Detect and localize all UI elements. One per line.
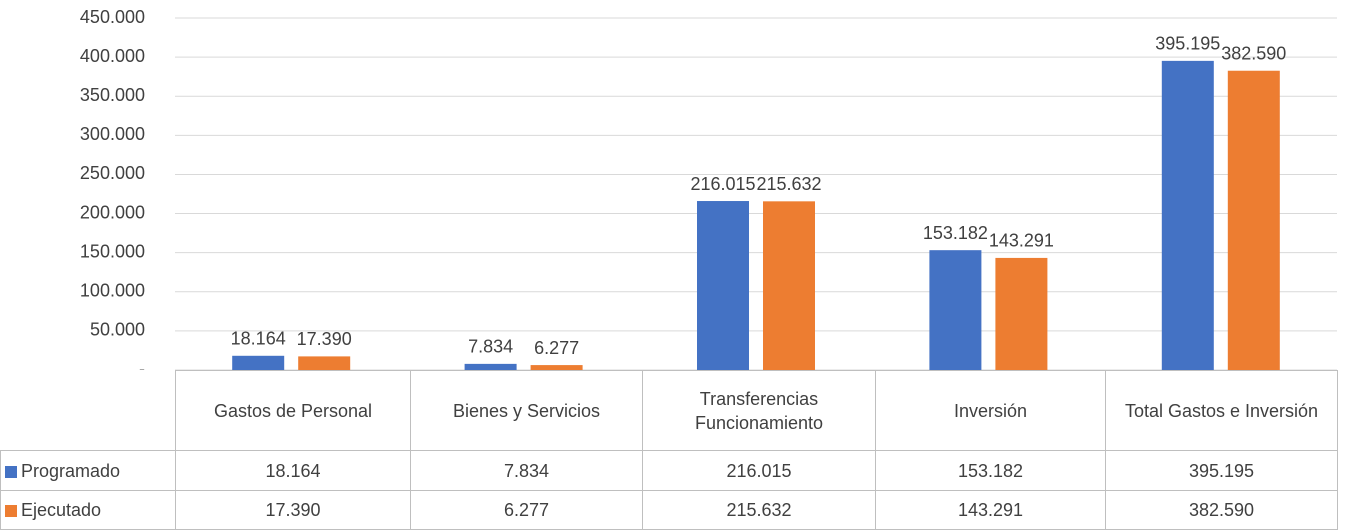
y-tick-label: 300.000 [80, 124, 145, 144]
bar [530, 365, 583, 370]
data-label: 395.195 [1155, 34, 1220, 54]
y-tick-label: 100.000 [80, 281, 145, 301]
table-header-row: Gastos de Personal Bienes y Servicios Tran… [0, 370, 1338, 451]
bar [929, 250, 982, 370]
table-cell: 153.182 [875, 450, 1106, 491]
table-corner [0, 370, 176, 451]
data-label: 6.277 [534, 338, 579, 358]
y-tick-label: - [139, 359, 145, 370]
table-cell: 143.291 [875, 490, 1106, 530]
category-label: Transferencias Funcionamiento [642, 370, 876, 451]
data-label: 7.834 [468, 337, 513, 357]
bar [995, 257, 1048, 370]
y-tick-label: 400.000 [80, 46, 145, 66]
bar [763, 201, 815, 370]
y-tick-label: 150.000 [80, 241, 145, 261]
bar [1161, 60, 1214, 370]
bar [232, 355, 285, 370]
bar [464, 363, 517, 370]
table-cell: 216.015 [642, 450, 876, 491]
table-cell: 215.632 [642, 490, 876, 530]
y-tick-label: 350.000 [80, 85, 145, 105]
data-label: 382.590 [1221, 43, 1286, 63]
table-cell: 6.277 [410, 490, 643, 530]
legend-label: Programado [21, 460, 121, 481]
bar [298, 356, 351, 370]
bar [697, 201, 749, 370]
table-cell: 382.590 [1105, 490, 1338, 530]
data-table: Gastos de Personal Bienes y Servicios Tran… [0, 370, 1338, 530]
chart: - 50.000 100.000 150.000 200.000 250.000 300.0… [80, 7, 1337, 370]
legend-key [5, 505, 17, 517]
y-tick-label: 50.000 [90, 320, 145, 340]
table-cell: 18.164 [175, 450, 411, 491]
data-label: 215.632 [756, 174, 821, 194]
category-label: Total Gastos e Inversión [1105, 370, 1338, 451]
category-label: Bienes y Servicios [410, 370, 643, 451]
y-tick-label: 250.000 [80, 163, 145, 183]
data-label: 216.015 [690, 174, 755, 194]
table-row: Programado 18.164 7.834 216.015 153.182 395.1… [0, 450, 1338, 491]
y-tick-label: 450.000 [80, 7, 145, 27]
legend-key [5, 465, 17, 478]
table-cell: 17.390 [175, 490, 411, 530]
bar [1227, 70, 1280, 370]
table-cell: 395.195 [1105, 450, 1338, 491]
legend-entry: Programado [0, 450, 176, 491]
data-label: 143.291 [989, 231, 1054, 251]
table-row: Ejecutado 17.390 6.277 215.632 143.291 382.59… [0, 490, 1338, 530]
data-label: 153.182 [923, 223, 988, 243]
category-label: Gastos de Personal [175, 370, 411, 451]
category-label: Inversión [875, 370, 1106, 451]
table-cell: 7.834 [410, 450, 643, 491]
data-label: 17.390 [297, 329, 352, 349]
y-tick-label: 200.000 [80, 202, 145, 222]
legend-entry: Ejecutado [0, 490, 176, 530]
data-label: 18.164 [231, 329, 286, 349]
page: - 50.000 100.000 150.000 200.000 250.000 300.0… [0, 6, 1338, 530]
legend-label: Ejecutado [21, 500, 102, 520]
